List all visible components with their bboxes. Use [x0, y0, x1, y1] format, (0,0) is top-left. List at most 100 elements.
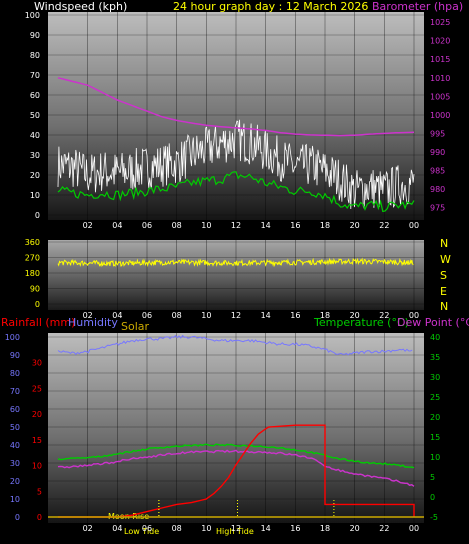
- humidity-tick-label: 80: [10, 369, 20, 378]
- rainfall-tick-label: 30: [32, 359, 42, 368]
- humidity-tick-label: 30: [10, 459, 20, 468]
- wind-tick-label: 30: [30, 151, 40, 160]
- x-tick-label: 22: [379, 311, 389, 320]
- x-tick-label: 02: [83, 524, 93, 533]
- rainfall-line: [58, 424, 415, 518]
- humidity-tick-label: 70: [10, 387, 20, 396]
- chart-title: 24 hour graph day : 12 March 2026: [173, 0, 368, 13]
- high-tide-label: High Tide: [216, 527, 254, 536]
- temperature-tick-label: 15: [430, 433, 440, 442]
- x-tick-label: 00: [409, 311, 419, 320]
- temperature-tick-label: 20: [430, 413, 440, 422]
- x-tick-label: 08: [172, 221, 182, 230]
- compass-s: S: [440, 269, 447, 282]
- x-tick-label: 06: [142, 221, 152, 230]
- x-tick-label: 02: [83, 221, 93, 230]
- dewpoint-axis-label: Dew Point (°C): [397, 316, 469, 329]
- wind-tick-label: 40: [30, 131, 40, 140]
- x-tick-label: 16: [290, 311, 300, 320]
- direction-tick-label: 270: [25, 254, 40, 263]
- direction-tick-label: 180: [25, 269, 40, 278]
- x-tick-label: 10: [201, 524, 211, 533]
- barometer-axis-label: Barometer (hpa): [372, 0, 463, 13]
- temperature-tick-label: 0: [430, 493, 435, 502]
- barometer-tick-label: 1020: [430, 37, 450, 46]
- x-tick-label: 04: [112, 311, 122, 320]
- rainfall-tick-label: 25: [32, 384, 42, 393]
- barometer-tick-label: 1000: [430, 111, 450, 120]
- x-tick-label: 00: [409, 524, 419, 533]
- humidity-tick-label: 50: [10, 423, 20, 432]
- x-tick-label: 18: [320, 221, 330, 230]
- x-tick-label: 22: [379, 524, 389, 533]
- wind-direction-line: [57, 257, 414, 268]
- wind-tick-label: 50: [30, 111, 40, 120]
- temperature-tick-label: 10: [430, 453, 440, 462]
- barometer-tick-label: 995: [430, 129, 445, 138]
- humidity-tick-label: 10: [10, 495, 20, 504]
- rainfall-tick-label: 15: [32, 436, 42, 445]
- x-tick-label: 16: [290, 524, 300, 533]
- humidity-tick-label: 20: [10, 477, 20, 486]
- compass-n-bottom: N: [440, 300, 448, 313]
- direction-tick-label: 0: [35, 300, 40, 309]
- wind-tick-label: 0: [35, 211, 40, 220]
- x-tick-label: 12: [231, 524, 241, 533]
- wind-tick-label: 100: [25, 11, 40, 20]
- humidity-tick-label: 100: [5, 333, 20, 342]
- humidity-axis-label: Humidity: [68, 316, 118, 329]
- x-tick-label: 12: [231, 221, 241, 230]
- x-tick-label: 10: [201, 221, 211, 230]
- wind-tick-label: 20: [30, 171, 40, 180]
- x-tick-label: 20: [350, 221, 360, 230]
- x-tick-label: 04: [112, 221, 122, 230]
- humidity-tick-label: 0: [15, 513, 20, 522]
- barometer-tick-label: 1005: [430, 92, 450, 101]
- x-tick-label: 20: [350, 524, 360, 533]
- humidity-tick-label: 40: [10, 441, 20, 450]
- x-tick-label: 18: [320, 524, 330, 533]
- solar-axis-label: Solar: [121, 320, 150, 333]
- barometer-line: [57, 77, 415, 137]
- x-tick-label: 04: [112, 524, 122, 533]
- x-tick-label: 20: [350, 311, 360, 320]
- wind-tick-label: 70: [30, 71, 40, 80]
- rainfall-tick-label: 10: [32, 462, 42, 471]
- low-tide-label: Low Tide: [124, 527, 159, 536]
- windspeed-axis-label: Windspeed (kph): [34, 0, 127, 13]
- rainfall-tick-label: 0: [37, 513, 42, 522]
- x-tick-label: 10: [201, 311, 211, 320]
- wind-tick-label: 10: [30, 191, 40, 200]
- compass-w: W: [440, 253, 451, 266]
- humidity-tick-label: 90: [10, 351, 20, 360]
- direction-tick-label: 360: [25, 238, 40, 247]
- x-tick-label: 02: [83, 311, 93, 320]
- x-tick-label: 06: [142, 311, 152, 320]
- barometer-tick-label: 985: [430, 166, 445, 175]
- temperature-tick-label: 30: [430, 373, 440, 382]
- x-tick-label: 12: [231, 311, 241, 320]
- barometer-tick-label: 1015: [430, 55, 450, 64]
- x-tick-label: 22: [379, 221, 389, 230]
- x-tick-label: 00: [409, 221, 419, 230]
- direction-tick-label: 90: [30, 285, 40, 294]
- x-tick-label: 06: [142, 524, 152, 533]
- x-tick-label: 16: [290, 221, 300, 230]
- humidity-line: [57, 334, 413, 356]
- x-tick-label: 14: [261, 311, 271, 320]
- rainfall-tick-label: 5: [37, 487, 42, 496]
- temperature-tick-label: 5: [430, 473, 435, 482]
- humidity-tick-label: 60: [10, 405, 20, 414]
- x-tick-label: 08: [172, 524, 182, 533]
- x-tick-label: 18: [320, 311, 330, 320]
- temperature-tick-label: 40: [430, 333, 440, 342]
- barometer-tick-label: 980: [430, 185, 445, 194]
- temperature-tick-label: -5: [430, 513, 438, 522]
- wind-tick-label: 90: [30, 31, 40, 40]
- x-tick-label: 14: [261, 524, 271, 533]
- temperature-line: [57, 443, 415, 469]
- barometer-tick-label: 1010: [430, 74, 450, 83]
